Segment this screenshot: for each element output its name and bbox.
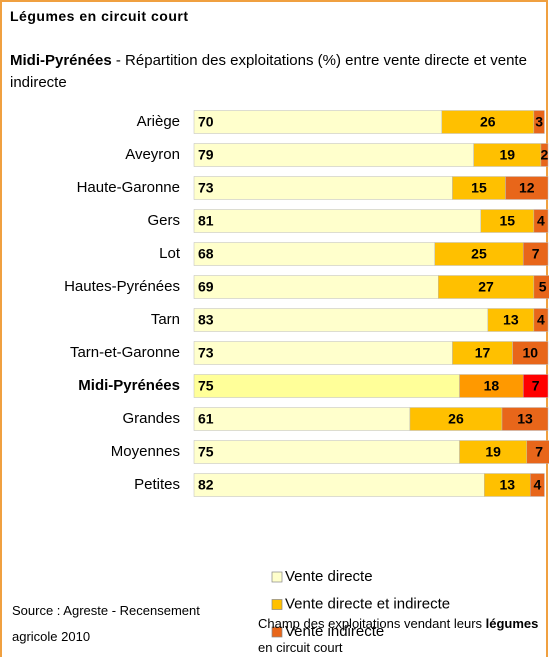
value-label: 61	[198, 411, 214, 427]
value-label: 26	[480, 114, 496, 130]
value-label: 82	[198, 477, 214, 493]
subtitle-text: - Répartition des exploitations (%) entr…	[10, 52, 527, 91]
legend-swatch	[271, 599, 283, 610]
category-label: Tarn-et-Garonne	[70, 344, 180, 361]
source: Source : Agreste - Recensement agricole …	[12, 603, 200, 644]
legend-swatch	[271, 571, 283, 583]
category-label: Ariège	[137, 113, 180, 130]
note-bold: légumes	[485, 616, 539, 631]
value-label: 7	[535, 444, 543, 460]
bar-segment	[522, 242, 549, 266]
category-label: Hautes-Pyrénées	[64, 278, 180, 295]
category-label: Gers	[147, 212, 180, 229]
value-label: 79	[198, 147, 214, 163]
legend-label: Vente directe et indirecte	[285, 595, 450, 612]
value-label: 19	[500, 147, 516, 163]
value-label: 17	[475, 345, 491, 361]
value-label: 73	[198, 180, 214, 196]
category-label: Moyennes	[111, 443, 180, 460]
value-label: 68	[198, 246, 214, 262]
value-label: 10	[523, 345, 539, 361]
value-label: 7	[532, 246, 540, 262]
bar-segment	[501, 407, 549, 431]
category-label: Aveyron	[125, 146, 180, 163]
value-label: 83	[198, 312, 214, 328]
bar-segment	[530, 473, 545, 497]
value-label: 12	[519, 180, 535, 196]
bar-segment	[193, 209, 481, 233]
note: Champ des exploitations vendant leurs lé…	[258, 612, 548, 657]
value-label: 5	[539, 279, 547, 295]
legend-swatch	[271, 626, 283, 638]
bar-segment	[193, 242, 435, 266]
value-label: 15	[500, 213, 516, 229]
bar-segment	[193, 341, 453, 365]
category-label: Grandes	[122, 410, 180, 427]
category-label: Lot	[159, 245, 181, 262]
bar-segment	[540, 143, 549, 167]
value-label: 25	[471, 246, 487, 262]
value-label: 73	[198, 345, 214, 361]
bar-segment	[193, 473, 485, 497]
value-label: 26	[448, 411, 464, 427]
value-label: 69	[198, 279, 214, 295]
value-label: 15	[471, 180, 487, 196]
value-label: 4	[533, 477, 541, 493]
bar-segment	[533, 110, 545, 134]
value-label: 81	[198, 213, 214, 229]
bar-segment	[193, 407, 411, 431]
value-label: 75	[198, 378, 214, 394]
bar-segment	[512, 341, 549, 365]
bar-segment	[193, 308, 489, 332]
bar-segment	[533, 308, 549, 332]
value-label: 19	[485, 444, 501, 460]
category-label: Petites	[134, 476, 180, 493]
bar-segment	[193, 440, 460, 464]
bar-segment	[526, 440, 549, 464]
value-label: 13	[500, 477, 516, 493]
bar-segment	[193, 110, 443, 134]
subtitle-bold: Midi-Pyrénées	[10, 52, 112, 69]
note-text: en circuit court	[258, 640, 343, 655]
value-label: 18	[484, 378, 500, 394]
note-text: Champ des exploitations vendant leurs	[258, 616, 486, 631]
bar-segment	[533, 209, 549, 233]
bar-segment	[505, 176, 549, 200]
chart-title: Légumes en circuit court	[10, 8, 189, 24]
value-label: 13	[503, 312, 519, 328]
value-label: 75	[198, 444, 214, 460]
legend-label: Vente indirecte	[285, 623, 384, 640]
legend-label: Vente directe	[285, 568, 373, 585]
value-label: 2	[541, 147, 549, 163]
value-label: 13	[517, 411, 533, 427]
value-label: 3	[535, 114, 543, 130]
category-label: Haute-Garonne	[77, 179, 180, 196]
category-label: Midi-Pyrénées	[78, 377, 180, 394]
value-label: 27	[478, 279, 494, 295]
value-label: 4	[537, 213, 545, 229]
bar-segment	[522, 374, 549, 398]
category-label: Tarn	[151, 311, 180, 328]
subtitle: Midi-Pyrénées - Répartition des exploita…	[10, 50, 530, 94]
bar-segment	[193, 143, 474, 167]
bar-segment	[193, 176, 453, 200]
bar-segment	[193, 374, 460, 398]
value-label: 70	[198, 114, 214, 130]
bar-segment	[533, 275, 549, 299]
bar-segment	[193, 275, 439, 299]
value-label: 4	[537, 312, 545, 328]
value-label: 7	[532, 378, 540, 394]
